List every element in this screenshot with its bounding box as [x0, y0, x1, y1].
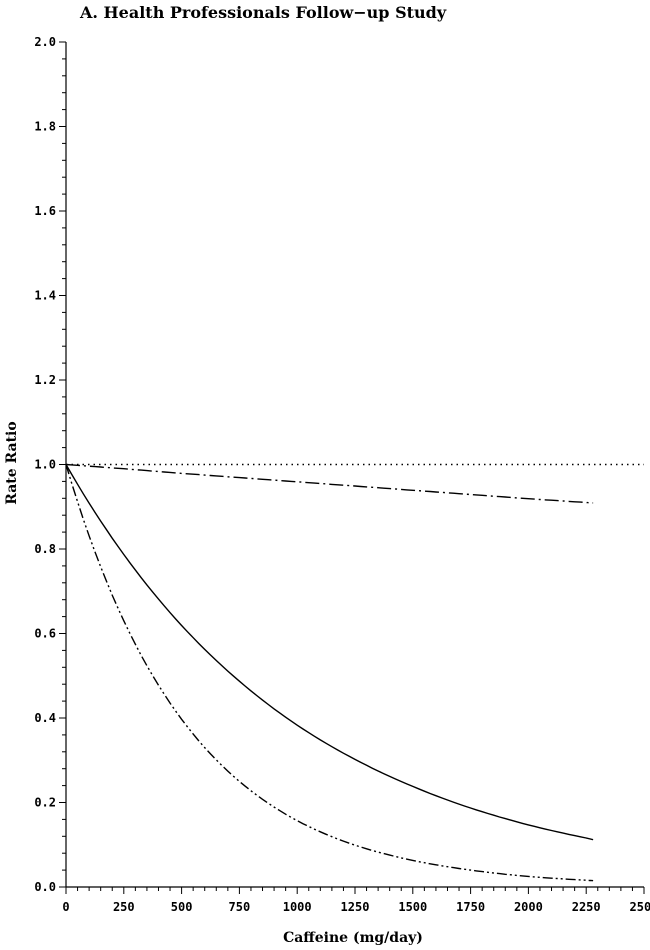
x-axis-label: Caffeine (mg/day): [283, 930, 423, 946]
y-tick-label: 1.4: [34, 289, 56, 303]
x-tick-label: 0: [62, 900, 69, 914]
y-axis-label: Rate Ratio: [4, 421, 20, 504]
y-tick-label: 0.4: [34, 711, 56, 725]
x-tick-label: 1250: [341, 900, 370, 914]
x-tick-label: 1750: [456, 900, 485, 914]
y-tick-label: 1.2: [34, 373, 56, 387]
x-tick-label: 250: [113, 900, 135, 914]
y-tick-label: 0.2: [34, 796, 56, 810]
y-tick-label: 0.6: [34, 627, 56, 641]
x-tick-label: 2000: [514, 900, 543, 914]
x-tick-label: 500: [171, 900, 193, 914]
y-tick-label: 1.0: [34, 458, 56, 472]
y-tick-label: 0.0: [34, 880, 56, 894]
axes: [65, 42, 644, 888]
tick-marks: 0.0 0.2 0.4 0.6 0.8 1.0 1.2 1.4 1.6 1.8 2.0 0 250 500…: [34, 35, 650, 914]
series-group: [65, 463, 644, 882]
x-tick-label: 2250: [572, 900, 601, 914]
x-tick-label: 1500: [398, 900, 427, 914]
series-line-dash-dot: [65, 463, 594, 504]
y-tick-label: 1.8: [34, 120, 56, 134]
chart-title: A. Health Professionals Follow−up Study: [79, 3, 447, 22]
y-tick-label: 1.6: [34, 204, 56, 218]
x-tick-label: 1000: [283, 900, 312, 914]
series-line-solid: [65, 464, 594, 841]
y-tick-label: 0.8: [34, 542, 56, 556]
x-tick-label: 2500: [630, 900, 650, 914]
y-tick-label: 2.0: [34, 35, 56, 49]
x-tick-label: 750: [229, 900, 251, 914]
series-line-dash-dot-dot: [65, 464, 594, 882]
